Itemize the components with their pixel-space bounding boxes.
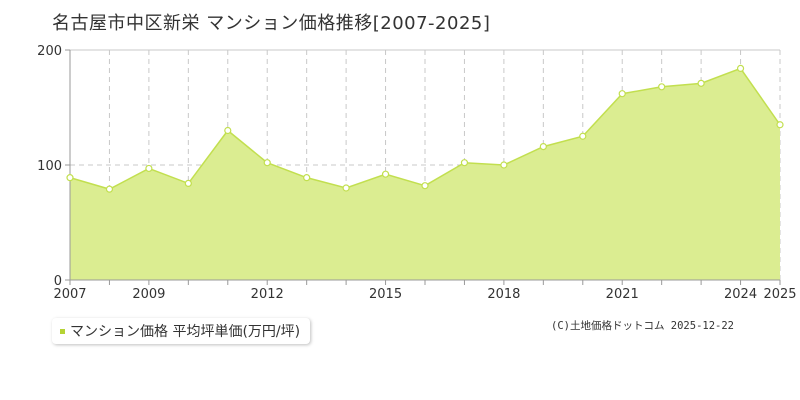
data-point	[184, 179, 192, 187]
data-point	[658, 83, 666, 91]
data-point	[579, 132, 587, 140]
data-point	[421, 182, 429, 190]
data-point	[303, 174, 311, 182]
area-layer	[69, 67, 781, 281]
series-area	[70, 68, 780, 281]
data-point	[145, 164, 153, 173]
data-point	[618, 90, 626, 98]
data-point	[697, 79, 705, 87]
label-layer: 0 100 200 2007 2009 2012 2015 2018 2021 2024 2025	[37, 44, 796, 302]
x-tick-label: 2007	[53, 287, 86, 302]
data-point	[736, 64, 745, 73]
y-tick-label: 200	[37, 44, 62, 59]
axis-layer	[65, 49, 781, 285]
copyright-text: (C)土地価格ドットコム 2025-12-22	[551, 320, 735, 332]
x-tick-label: 2024	[724, 287, 757, 302]
x-tick-label: 2015	[369, 287, 402, 302]
data-point	[224, 126, 232, 135]
x-tick-label: 2012	[251, 287, 284, 302]
x-tick-label: 2021	[606, 287, 639, 302]
x-tick-label: 2018	[487, 287, 520, 302]
y-tick-label: 0	[54, 274, 62, 289]
data-point	[263, 159, 271, 167]
data-point	[776, 121, 784, 129]
data-point	[342, 184, 350, 192]
legend-marker-icon	[60, 328, 65, 334]
data-point	[500, 161, 508, 169]
legend: マンション価格 平均坪単価(万円/坪)	[52, 318, 311, 344]
data-point	[539, 143, 547, 151]
data-point	[66, 174, 74, 182]
data-point	[460, 159, 469, 167]
chart-title: 名古屋市中区新栄 マンション価格推移[2007-2025]	[52, 13, 491, 34]
x-tick-label: 2009	[132, 287, 165, 302]
data-point	[105, 185, 114, 193]
data-point	[381, 170, 390, 178]
y-tick-label: 100	[37, 159, 62, 174]
x-tick-label: 2025	[763, 287, 796, 302]
legend-label: マンション価格 平均坪単価(万円/坪)	[70, 324, 301, 340]
marker-layer	[66, 64, 784, 193]
